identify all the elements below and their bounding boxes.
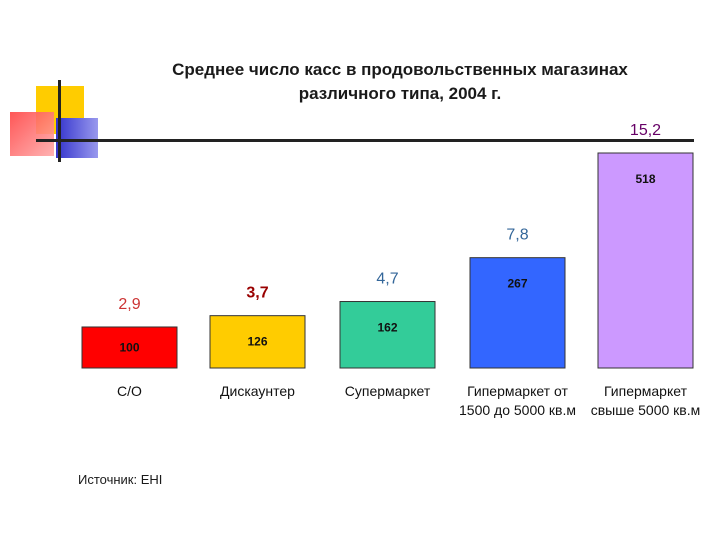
category-label-4-line2: 1500 до 5000 кв.м xyxy=(459,402,576,418)
bar-5 xyxy=(597,152,694,369)
category-label-4: Гипермаркет от xyxy=(467,383,568,399)
source-note: Источник: EHI xyxy=(78,472,163,487)
deco-vertical-line xyxy=(58,80,61,162)
bar-2 xyxy=(209,315,306,369)
inner-label-5: 518 xyxy=(635,172,655,186)
category-label-3: Супермаркет xyxy=(345,383,431,399)
bar-4 xyxy=(469,257,566,369)
category-label-5-line2: свыше 5000 кв.м xyxy=(591,402,701,418)
value-label-5: 15,2 xyxy=(630,122,661,139)
header-rule xyxy=(36,139,694,142)
deco-blue-square xyxy=(56,118,98,158)
bar-1 xyxy=(81,326,178,369)
chart-title-line2: различного типа, 2004 г. xyxy=(298,84,502,103)
category-label-1: С/О xyxy=(117,383,142,399)
bar-3 xyxy=(339,301,436,369)
chart-title-line1: Среднее число касс в продовольственных м… xyxy=(172,60,628,79)
inner-label-4: 267 xyxy=(507,277,527,291)
category-label-2: Дискаунтер xyxy=(220,383,295,399)
value-label-2: 3,7 xyxy=(246,285,268,302)
inner-label-1: 100 xyxy=(119,340,139,354)
category-label-5: Гипермаркет xyxy=(604,383,688,399)
chart-title: Среднее число касс в продовольственных м… xyxy=(120,58,680,106)
inner-label-3: 162 xyxy=(377,321,397,335)
inner-label-2: 126 xyxy=(247,335,267,349)
deco-red-square xyxy=(10,112,54,156)
corner-decoration xyxy=(0,0,110,170)
value-label-4: 7,8 xyxy=(506,227,528,244)
value-label-1: 2,9 xyxy=(118,296,140,313)
value-label-3: 4,7 xyxy=(376,271,398,288)
